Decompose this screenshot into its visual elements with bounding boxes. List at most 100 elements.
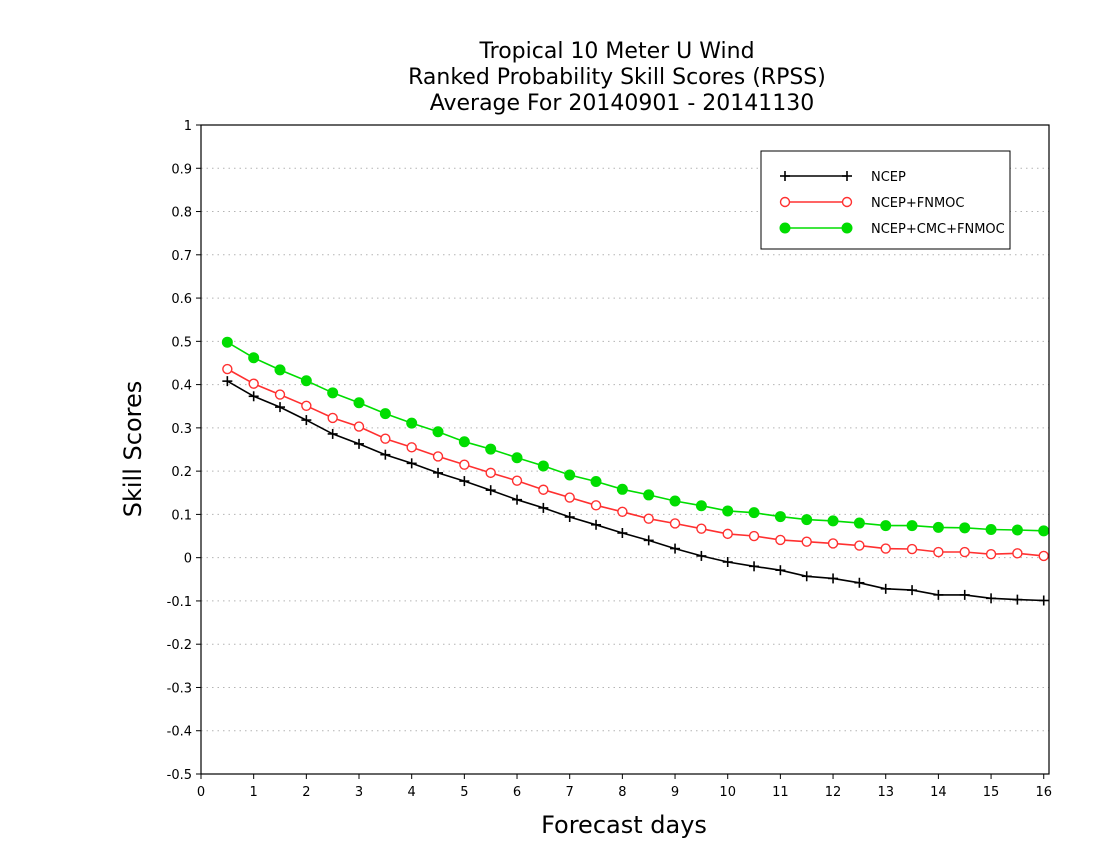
data-point [564, 511, 575, 522]
legend-label: NCEP [871, 170, 906, 185]
data-point [933, 546, 944, 558]
data-point [907, 585, 918, 596]
series-line [226, 380, 1044, 602]
series-line [226, 368, 1044, 557]
data-point [959, 589, 970, 600]
data-point [274, 389, 286, 400]
series-line [226, 341, 1044, 532]
data-point [880, 520, 892, 532]
data-point [801, 514, 813, 526]
data-point [779, 222, 791, 234]
y-tick-label: 0.6 [171, 292, 192, 307]
data-point [841, 196, 853, 208]
x-tick-label: 10 [719, 785, 736, 800]
data-point [748, 507, 760, 519]
data-point [880, 583, 891, 594]
legend-label: NCEP+CMC+FNMOC [871, 222, 1005, 237]
data-point [301, 400, 312, 412]
data-point [959, 546, 970, 558]
data-point [537, 460, 549, 472]
data-point [379, 408, 391, 420]
data-point [801, 536, 812, 547]
data-point [722, 528, 733, 540]
data-point [248, 352, 260, 364]
y-tick-label: 1 [184, 119, 192, 134]
y-tick-label: 0 [184, 552, 192, 567]
data-point [353, 421, 365, 432]
data-point [617, 506, 628, 518]
data-point [591, 519, 602, 530]
x-tick-label: 16 [1035, 785, 1052, 800]
x-tick-label: 12 [825, 785, 842, 800]
series-ncep-fnmoc [222, 363, 1049, 562]
data-point [669, 518, 681, 529]
data-point [748, 530, 760, 542]
gridlines [201, 167, 1049, 732]
data-point [906, 520, 918, 532]
data-point [854, 540, 865, 551]
data-point [458, 436, 470, 448]
data-point [801, 571, 812, 582]
data-point [485, 485, 496, 496]
data-point [459, 459, 470, 470]
y-tick-label: -0.3 [167, 681, 192, 696]
data-point [1038, 550, 1049, 562]
data-point [695, 500, 707, 512]
x-tick-label: 3 [355, 785, 363, 800]
data-point [564, 469, 576, 481]
y-tick-label: -0.1 [167, 595, 192, 610]
data-point [959, 522, 971, 534]
data-point [222, 376, 233, 387]
data-point [780, 171, 790, 181]
data-point [353, 397, 365, 409]
x-tick-label: 0 [197, 785, 205, 800]
data-point [485, 443, 497, 455]
axis-ticks: -0.5 -0.4 -0.3 -0.2 -0.1 0 0.1 0.2 0.3 0.4 0.5 0.6 0… [167, 119, 1052, 800]
data-point [432, 426, 444, 438]
data-point [828, 573, 839, 584]
data-point [538, 484, 549, 495]
data-point [1011, 524, 1023, 536]
data-point [670, 543, 681, 554]
y-tick-label: 0.4 [171, 379, 192, 394]
data-point [749, 561, 760, 572]
y-tick-label: -0.4 [167, 725, 192, 740]
data-point [327, 387, 339, 399]
plot-frame [200, 124, 1050, 775]
data-point [512, 494, 523, 505]
data-point [986, 593, 997, 604]
data-point [880, 543, 891, 554]
data-point [774, 511, 786, 523]
data-point [406, 417, 418, 429]
data-point [275, 402, 286, 413]
data-point [459, 476, 470, 487]
data-point [406, 442, 417, 453]
data-point [1038, 525, 1050, 537]
legend: NCEP NCEP+FNMOC NCEP+CMC+FNMOC [760, 150, 1011, 250]
data-point [853, 517, 865, 529]
data-point [854, 577, 865, 588]
data-point [327, 412, 338, 424]
y-tick-label: 0.1 [171, 508, 192, 523]
y-tick-label: 0.2 [171, 465, 192, 480]
data-point [222, 363, 233, 375]
data-point [722, 505, 734, 517]
x-tick-label: 15 [983, 785, 1000, 800]
data-point [985, 524, 997, 536]
legend-box [760, 150, 1011, 250]
chart-title-line-3: Average For 20140901 - 20141130 [430, 91, 815, 116]
x-tick-label: 6 [513, 785, 521, 800]
x-tick-label: 4 [408, 785, 416, 800]
x-tick-label: 7 [566, 785, 574, 800]
data-point [301, 415, 312, 426]
x-tick-label: 14 [930, 785, 947, 800]
x-axis-label: Forecast days [541, 811, 707, 839]
series-ncep [222, 376, 1049, 606]
data-point [696, 523, 707, 534]
x-tick-label: 5 [460, 785, 468, 800]
data-point [775, 565, 786, 576]
data-point [722, 556, 733, 567]
data-point [354, 438, 365, 449]
data-point [248, 378, 259, 389]
x-tick-label: 13 [877, 785, 894, 800]
